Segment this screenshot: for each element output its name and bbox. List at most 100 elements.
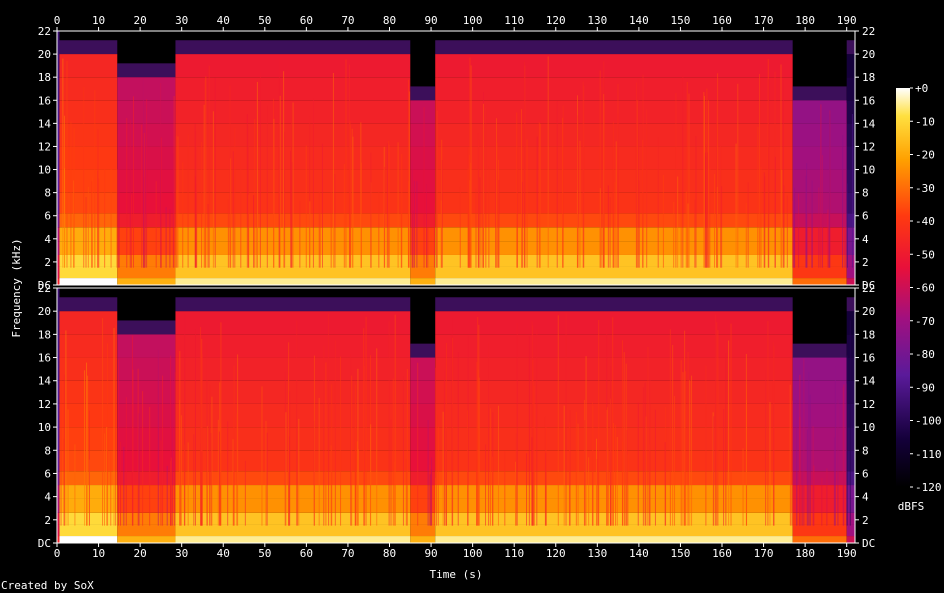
- spectral-streak: [476, 361, 478, 526]
- segment-3: [117, 320, 176, 543]
- spectral-streak: [431, 457, 433, 526]
- y-tick-label-left: 16: [38, 94, 51, 107]
- spectral-streak: [596, 458, 598, 526]
- spectral-band: [410, 450, 436, 472]
- spectral-streak: [485, 444, 487, 526]
- y-tick-label-left: 22: [38, 25, 51, 38]
- spectral-streak: [104, 151, 106, 268]
- spectral-streak: [806, 163, 808, 268]
- channel-panel-1: [56, 30, 856, 286]
- y-tick-label-right: 18: [862, 328, 875, 341]
- panel-frame: [56, 287, 856, 544]
- spectral-streak: [117, 359, 119, 526]
- spectral-band: [57, 278, 60, 285]
- x-tick-label-bottom: 130: [587, 547, 607, 560]
- spectral-streak: [843, 384, 845, 526]
- spectral-streak: [662, 175, 664, 268]
- spectral-streak: [143, 132, 145, 268]
- spectral-streak: [413, 180, 415, 268]
- x-tick-label-bottom: 0: [54, 547, 61, 560]
- spectral-streak: [485, 107, 487, 268]
- spectral-streak: [767, 321, 769, 526]
- spectral-streak: [278, 58, 280, 268]
- spectral-band: [59, 512, 118, 525]
- spectral-streak: [532, 359, 534, 526]
- spectral-band: [59, 123, 118, 147]
- spectral-streak: [406, 368, 408, 526]
- spectral-streak: [799, 417, 801, 526]
- spectral-streak: [370, 424, 372, 526]
- spectral-streak: [209, 384, 211, 526]
- spectral-streak: [436, 62, 438, 268]
- spectral-streak: [745, 203, 747, 268]
- spectral-streak: [623, 352, 625, 526]
- spectral-streak: [599, 188, 601, 268]
- spectral-band: [792, 380, 847, 404]
- x-tick-label-bottom: 90: [424, 547, 437, 560]
- spectral-streak: [477, 369, 479, 526]
- spectral-band: [435, 123, 793, 147]
- spectral-streak: [248, 194, 250, 268]
- spectral-streak: [296, 320, 298, 526]
- colorbar-gradient: [896, 88, 910, 487]
- spectral-streak: [798, 193, 800, 268]
- colorbar-tick-label: -50: [915, 248, 935, 261]
- spectral-band: [846, 77, 855, 101]
- spectral-band: [117, 524, 176, 537]
- segment-2: [59, 297, 118, 543]
- spectral-band: [57, 100, 60, 124]
- spectral-band: [410, 100, 436, 124]
- spectral-band: [846, 311, 855, 335]
- spectral-streak: [160, 137, 162, 268]
- panel-frame: [56, 30, 856, 286]
- spectral-streak: [789, 384, 791, 526]
- spectral-streak: [591, 401, 593, 526]
- spectral-streak: [635, 82, 637, 268]
- spectral-streak: [144, 105, 146, 268]
- spectral-streak: [318, 397, 320, 526]
- spectral-band: [175, 524, 411, 537]
- spectral-streak: [351, 375, 353, 526]
- spectral-streak: [783, 185, 785, 268]
- spectral-streak: [703, 95, 705, 268]
- spectral-band: [59, 334, 118, 358]
- spectral-streak: [87, 186, 89, 268]
- y-tick-label-left: 12: [38, 398, 51, 411]
- spectral-streak: [227, 199, 229, 268]
- spectral-streak: [83, 86, 85, 268]
- y-tick-label-left: DC: [38, 279, 51, 292]
- spectral-band: [435, 311, 793, 335]
- spectral-streak: [769, 402, 771, 526]
- spectral-streak: [497, 405, 499, 526]
- y-tick-label-right: 14: [862, 117, 876, 130]
- spectral-streak: [378, 191, 380, 268]
- spectral-streak: [364, 365, 366, 526]
- spectral-streak: [180, 415, 182, 526]
- spectral-streak: [811, 180, 813, 268]
- spectral-band: [792, 471, 847, 486]
- spectral-streak: [441, 139, 443, 268]
- colorbar-tick-label: -110: [915, 448, 942, 461]
- spectral-streak: [292, 102, 294, 268]
- spectral-streak: [125, 397, 127, 526]
- spectral-streak: [565, 312, 567, 526]
- spectral-band: [57, 471, 60, 486]
- spectral-streak: [236, 413, 238, 526]
- x-tick-label-top: 40: [217, 14, 230, 27]
- spectral-streak: [521, 109, 523, 268]
- spectral-streak: [747, 182, 749, 268]
- spectral-streak: [207, 204, 209, 268]
- spectral-streak: [110, 168, 112, 268]
- spectral-streak: [622, 442, 624, 526]
- x-tick-label-top: 160: [712, 14, 732, 27]
- spectral-streak: [673, 201, 675, 268]
- spectral-streak: [187, 134, 189, 268]
- spectral-streak: [792, 400, 794, 526]
- spectral-streak: [102, 318, 104, 526]
- spectral-streak: [528, 336, 530, 526]
- spectral-streak: [340, 356, 342, 526]
- spectral-streak: [842, 387, 844, 526]
- spectral-streak: [206, 343, 208, 526]
- segment-5: [410, 86, 436, 285]
- spectral-streak: [625, 363, 627, 526]
